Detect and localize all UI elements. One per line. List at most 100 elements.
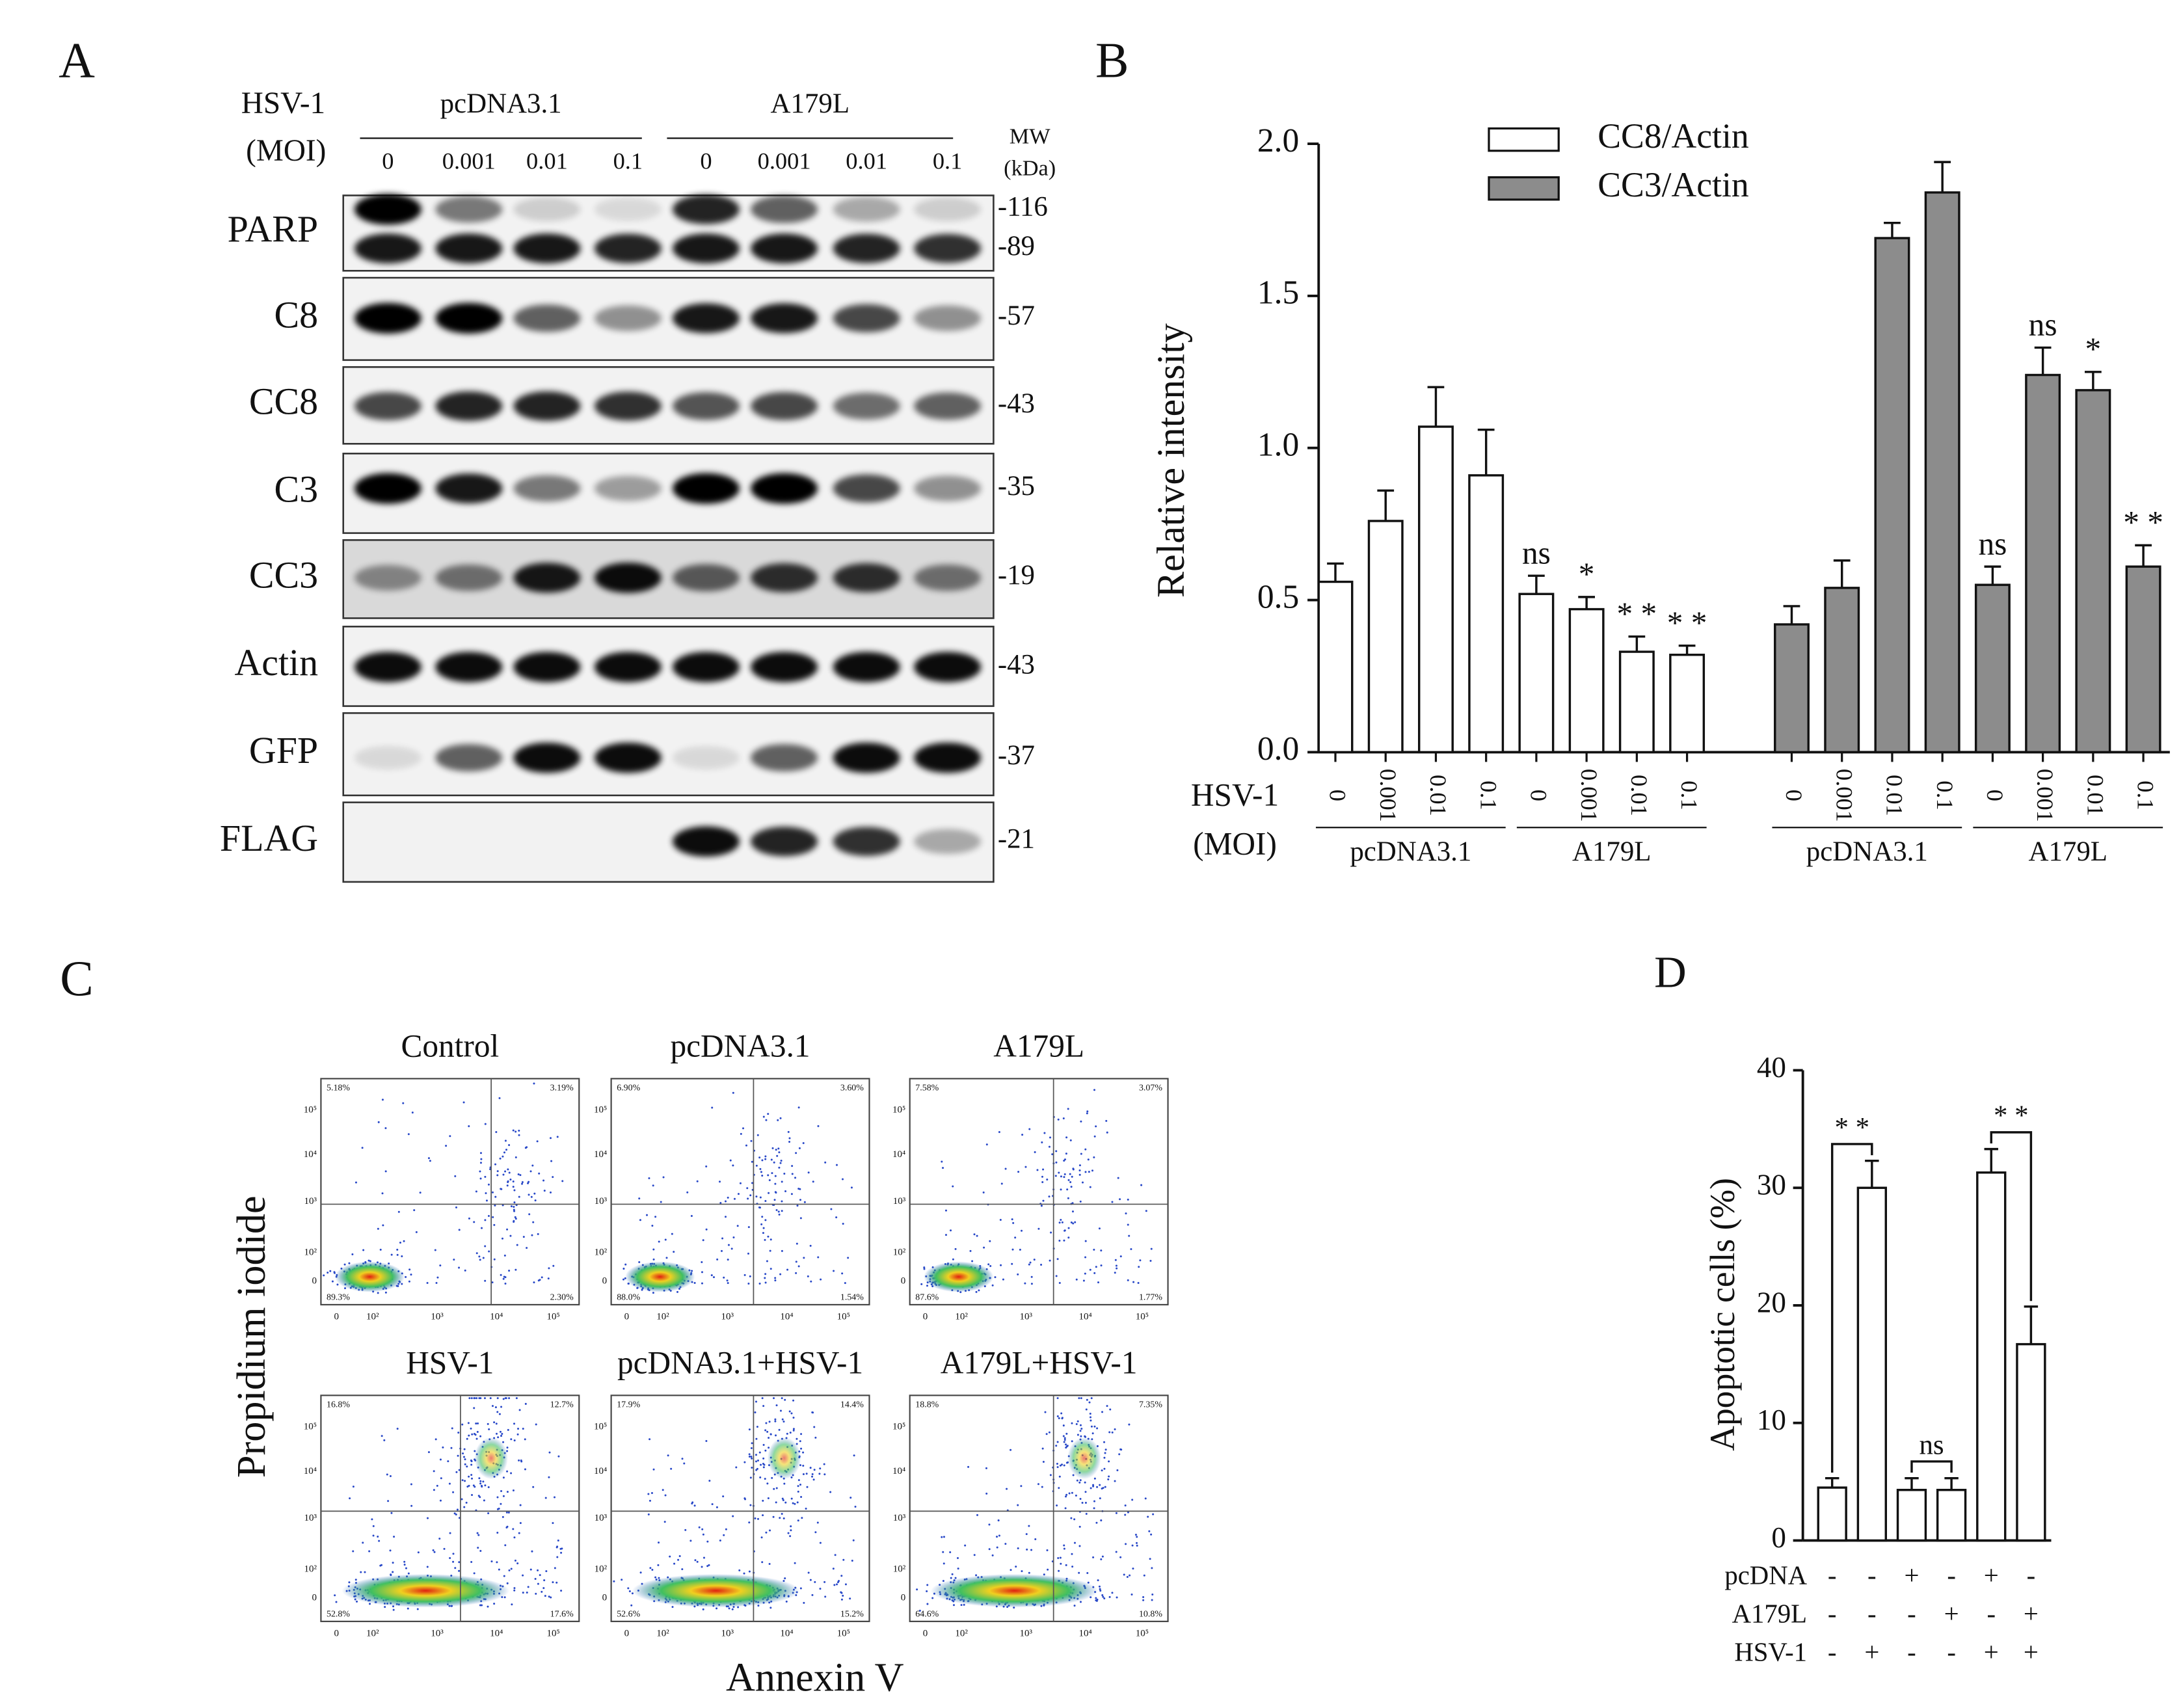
event-dot [1090,1487,1092,1489]
event-dot [790,1525,792,1528]
event-dot [764,1219,767,1221]
event-dot [473,1572,475,1575]
event-dot [478,1477,481,1480]
event-dot [755,1437,758,1440]
event-dot [920,1283,923,1285]
event-dot [706,1565,709,1568]
event-dot [1115,1551,1117,1553]
event-dot [561,1180,564,1182]
event-dot [1058,1239,1061,1242]
density-core [625,1261,695,1292]
event-dot [1114,1480,1116,1482]
event-dot [1091,1432,1094,1435]
event-dot [491,1405,494,1408]
event-dot [712,1276,716,1279]
event-dot [1078,1169,1081,1172]
event-dot [1043,1132,1046,1134]
event-dot [963,1603,965,1606]
event-dot [1089,1268,1091,1271]
event-dot [719,1181,721,1183]
error-bar [2024,1305,2039,1344]
comparison-bracket [1910,1460,1953,1473]
event-dot [1062,1435,1065,1437]
event-dot [554,1567,556,1569]
y-axis-tick: 10² [595,1248,608,1258]
event-dot [779,1409,782,1412]
band [513,563,581,593]
error-bar [1628,635,1646,652]
event-dot [1108,1475,1110,1478]
event-dot [449,1532,451,1534]
event-dot [956,1556,959,1559]
y-axis-tick: 10² [893,1564,906,1575]
event-dot [1065,1564,1067,1566]
event-dot [524,1147,527,1149]
event-dot [665,1257,668,1259]
event-dot [1106,1131,1108,1134]
event-dot [506,1447,509,1449]
event-dot [1015,1566,1017,1568]
event-dot [1065,1493,1068,1496]
event-dot [622,1278,624,1281]
quadrant-percent: 14.4% [840,1400,864,1410]
event-dot [701,1566,703,1568]
event-dot [508,1270,511,1272]
event-dot [1063,1160,1065,1162]
event-dot [517,1173,520,1176]
density-core [1067,1437,1101,1480]
event-dot [527,1182,529,1184]
event-dot [502,1441,505,1443]
x-axis-tick: 10⁵ [837,1629,850,1639]
event-dot [1084,1502,1087,1504]
event-dot [761,1174,764,1177]
event-dot [445,1145,448,1147]
event-dot [447,1460,449,1463]
significance: * * [1667,605,1707,641]
event-dot [799,1484,802,1486]
event-dot [689,1540,692,1542]
event-dot [985,1143,988,1146]
band [673,652,740,682]
y-axis-tick: 10⁵ [594,1104,607,1115]
event-dot [999,1218,1002,1221]
event-dot [1095,1125,1097,1128]
plot-title: Control [401,1028,499,1064]
event-dot [671,1606,674,1608]
event-dot [1095,1597,1097,1599]
x-axis-tick: 10⁴ [780,1629,793,1639]
event-dot [757,1517,760,1520]
x-tick-label: 0.001 [1831,769,1857,822]
event-dot [533,1281,535,1284]
event-dot [702,1533,704,1536]
event-dot [484,1175,487,1178]
event-dot [451,1427,453,1430]
event-dot [470,1397,473,1400]
event-dot [499,1157,502,1160]
bar [1856,1186,1887,1542]
event-dot [407,1607,409,1610]
event-dot [693,1504,696,1507]
event-dot [1098,1585,1101,1588]
event-dot [405,1275,407,1278]
band [594,234,662,263]
event-dot [543,1579,546,1582]
event-dot [957,1568,959,1570]
error-bar [2084,371,2102,390]
event-dot [1064,1439,1066,1441]
event-dot [727,1196,729,1199]
event-dot [1096,1486,1099,1488]
event-dot [926,1603,929,1605]
event-dot [1125,1212,1127,1215]
event-dot [403,1564,406,1566]
x-tick-label: 0.01 [1425,775,1451,816]
y-axis-tick: 10³ [595,1196,608,1207]
event-dot [777,1210,780,1213]
event-dot [730,1248,733,1250]
event-dot [502,1277,505,1280]
panel-label: A [59,33,95,88]
y-axis-tick: 10³ [304,1196,317,1207]
event-dot [1063,1176,1065,1179]
bar [1874,237,1910,754]
event-dot [797,1490,799,1493]
